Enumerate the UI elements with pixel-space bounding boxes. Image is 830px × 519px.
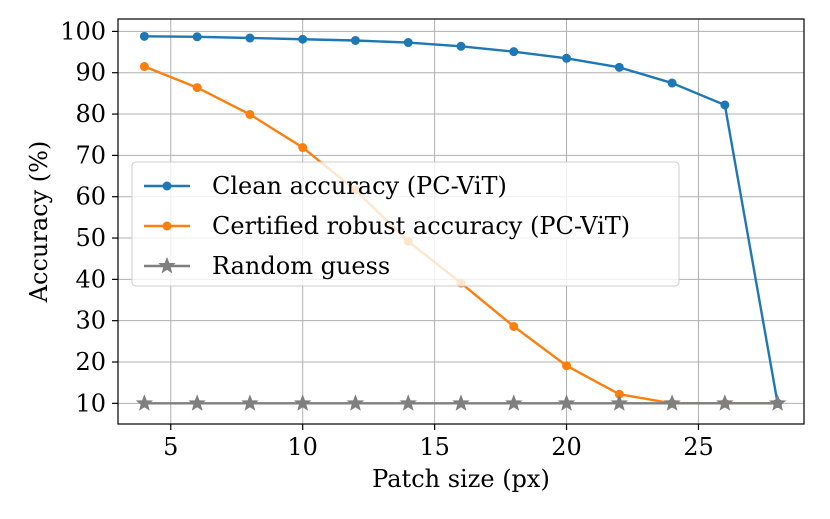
data-point [667,78,677,88]
data-point [139,31,149,41]
data-point [135,394,154,411]
data-point [557,394,576,411]
data-point [245,33,255,43]
ticks: 5 10 15 20 25 10 20 30 40 50 60 70 80 90 100 [60,17,714,461]
data-point [350,35,360,45]
data-point [452,394,470,411]
series-random-guess [135,394,787,411]
y-tick-label: 20 [75,348,106,376]
data-point [298,143,308,153]
data-point [188,394,206,411]
y-tick-label: 60 [75,183,106,211]
x-axis-label: Patch size (px) [372,465,550,493]
data-point [562,361,572,371]
data-point [716,394,734,411]
data-point [294,394,312,411]
y-tick-label: 90 [75,59,106,87]
y-tick-label: 50 [75,224,106,252]
data-point [614,62,624,72]
data-point [720,100,730,110]
data-point [241,394,259,411]
plot-frame [117,18,805,425]
data-point [139,62,149,72]
data-point [245,109,255,119]
data-point [562,53,572,63]
data-point [399,394,417,411]
data-point [663,394,681,411]
legend-box [131,161,680,287]
x-tick-label: 20 [551,433,582,461]
y-tick-label: 80 [75,100,106,128]
x-tick-label: 5 [163,433,178,461]
legend-swatch-marker [162,221,172,231]
data-point [509,47,519,57]
legend-item: Clean accuracy (PC-ViT) [144,172,507,200]
legend-label: Random guess [212,252,390,280]
y-axis-label: Accuracy (%) [25,141,53,304]
data-point [509,321,519,331]
series-clean-accuracy-pc-vit [139,31,783,408]
legend-swatch-marker [158,256,176,274]
legend-label: Clean accuracy (PC-ViT) [212,172,507,200]
data-point [456,41,466,51]
legend-item: Certified robust accuracy (PC-ViT) [144,212,630,240]
legend: Clean accuracy (PC-ViT) Certified robust … [131,161,680,287]
x-tick-label: 15 [419,433,450,461]
series-layer [135,31,787,411]
legend-label: Certified robust accuracy (PC-ViT) [212,212,630,240]
data-point [505,394,523,411]
data-point [346,394,365,411]
x-tick-label: 25 [683,433,714,461]
legend-swatch-marker [162,181,172,191]
y-tick-label: 30 [75,307,106,335]
x-tick-label: 10 [287,433,318,461]
data-point [768,394,787,411]
data-point [403,38,413,48]
legend-item: Random guess [144,252,390,280]
y-tick-label: 10 [75,389,106,417]
data-point [610,394,628,411]
y-tick-label: 40 [75,265,106,293]
data-point [298,34,308,44]
data-point [192,83,202,93]
y-tick-label: 70 [75,141,106,169]
data-point [192,32,202,42]
y-tick-label: 100 [60,17,106,45]
